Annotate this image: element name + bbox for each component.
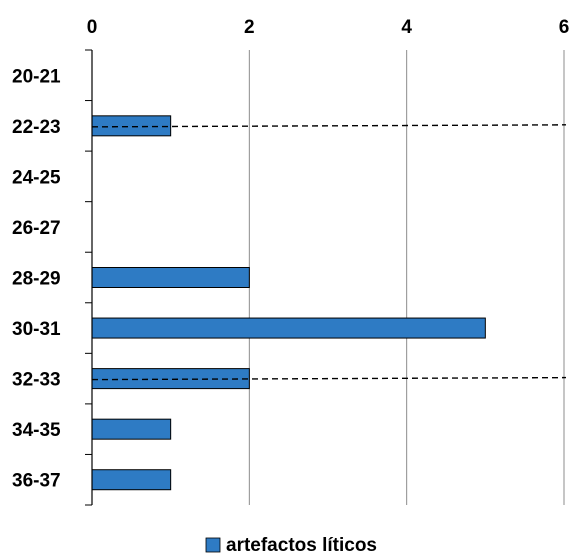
category-label-20-21: 20-21 [12,66,61,87]
category-label-22-23: 22-23 [12,117,61,138]
reference-line-32-33 [91,376,567,381]
x-tick-label-2: 2 [244,17,255,38]
bar-30-31 [91,317,486,339]
category-label-36-37: 36-37 [12,471,61,492]
x-tick-label-6: 6 [559,17,569,38]
category-label-26-27: 26-27 [12,218,61,239]
reference-lines [91,124,567,381]
bar-22-23 [91,115,172,137]
labels: 0 2 4 6 20-21 22-23 24-25 26-27 28-29 30-31 32-33 3… [12,17,569,492]
gridlines [248,50,565,505]
legend-label: artefactos líticos [226,535,377,556]
bar-36-37 [91,469,172,491]
category-label-24-25: 24-25 [12,167,61,188]
bar-28-29 [91,267,250,288]
bars [91,115,486,491]
legend: artefactos líticos [205,535,377,556]
axes [85,49,93,506]
legend-swatch [205,537,221,553]
category-label-30-31: 30-31 [12,319,61,340]
x-tick-label-4: 4 [401,17,412,38]
category-label-34-35: 34-35 [12,420,61,441]
category-label-32-33: 32-33 [12,370,61,391]
category-label-28-29: 28-29 [12,269,61,290]
x-tick-label-0: 0 [87,17,98,38]
bar-34-35 [91,418,172,440]
reference-line-22-23 [91,124,567,128]
